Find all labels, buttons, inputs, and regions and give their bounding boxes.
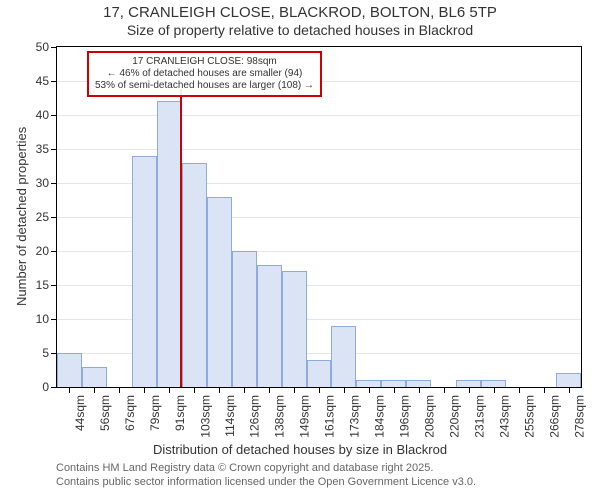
x-tick [394,387,395,393]
x-tick-label: 173sqm [348,395,362,438]
reference-line [180,89,182,387]
callout-line: 53% of semi-detached houses are larger (… [95,80,314,92]
x-tick [294,387,295,393]
x-tick-label: 56sqm [98,395,112,431]
x-tick-label: 278sqm [573,395,587,438]
histogram-bar [207,197,232,387]
x-axis-label: Distribution of detached houses by size … [0,442,600,457]
x-tick [469,387,470,393]
x-tick-label: 138sqm [273,395,287,438]
x-tick-label: 255sqm [523,395,537,438]
y-tick [51,47,57,48]
x-tick [219,387,220,393]
x-tick [169,387,170,393]
histogram-bar [481,380,506,387]
plot-area: 0510152025303540455044sqm56sqm67sqm79sqm… [56,46,582,388]
y-tick-label: 0 [42,380,49,394]
footer-line-2: Contains public sector information licen… [56,476,476,488]
x-tick-label: 231sqm [473,395,487,438]
y-tick-label: 50 [36,40,49,54]
y-tick [51,251,57,252]
y-tick-label: 45 [36,74,49,88]
y-axis-label: Number of detached properties [14,127,29,306]
x-tick [519,387,520,393]
callout-line: 17 CRANLEIGH CLOSE: 98sqm [95,56,314,68]
y-tick [51,81,57,82]
histogram-bar [182,163,207,387]
x-tick-label: 243sqm [498,395,512,438]
x-tick-label: 91sqm [173,395,187,431]
x-tick [69,387,70,393]
y-tick-label: 40 [36,108,49,122]
x-tick [119,387,120,393]
x-tick [194,387,195,393]
x-tick-label: 208sqm [423,395,437,438]
histogram-bar [57,353,82,387]
histogram-bar [406,380,431,387]
histogram-bar [381,380,406,387]
gridline [57,149,581,150]
chart-title: 17, CRANLEIGH CLOSE, BLACKROD, BOLTON, B… [0,4,600,21]
x-tick-label: 149sqm [298,395,312,438]
histogram-bar [257,265,282,387]
x-tick-label: 196sqm [398,395,412,438]
x-tick [419,387,420,393]
footer-line-1: Contains HM Land Registry data © Crown c… [56,462,433,474]
y-tick [51,387,57,388]
histogram-bar [282,271,307,387]
gridline [57,115,581,116]
histogram-bar [331,326,356,387]
y-tick-label: 5 [42,346,49,360]
y-tick [51,149,57,150]
x-tick [319,387,320,393]
histogram-bar [456,380,481,387]
x-tick [144,387,145,393]
y-tick-label: 15 [36,278,49,292]
y-tick-label: 30 [36,176,49,190]
histogram-bar [356,380,381,387]
y-tick [51,115,57,116]
y-tick-label: 10 [36,312,49,326]
x-tick [544,387,545,393]
histogram-bar [232,251,257,387]
x-tick-label: 44sqm [73,395,87,431]
x-tick [244,387,245,393]
x-tick-label: 266sqm [548,395,562,438]
histogram-bar [157,101,182,387]
x-tick [269,387,270,393]
x-tick-label: 184sqm [373,395,387,438]
y-tick [51,183,57,184]
callout-box: 17 CRANLEIGH CLOSE: 98sqm← 46% of detach… [87,51,322,97]
chart-subtitle: Size of property relative to detached ho… [0,22,600,38]
y-tick-label: 20 [36,244,49,258]
y-tick [51,217,57,218]
histogram-bar [132,156,157,387]
x-tick [494,387,495,393]
y-tick [51,319,57,320]
x-tick [344,387,345,393]
y-tick-label: 25 [36,210,49,224]
x-tick-label: 114sqm [223,395,237,437]
x-tick-label: 220sqm [448,395,462,438]
x-tick [94,387,95,393]
x-tick [569,387,570,393]
x-tick-label: 67sqm [123,395,137,431]
y-tick-label: 35 [36,142,49,156]
x-tick [369,387,370,393]
x-tick-label: 161sqm [323,395,337,438]
x-tick [444,387,445,393]
x-tick-label: 103sqm [198,395,212,438]
histogram-bar [307,360,332,387]
y-tick [51,285,57,286]
callout-line: ← 46% of detached houses are smaller (94… [95,68,314,80]
histogram-bar [556,373,581,387]
histogram-bar [82,367,107,387]
x-tick-label: 126sqm [248,395,262,438]
x-tick-label: 79sqm [148,395,162,431]
